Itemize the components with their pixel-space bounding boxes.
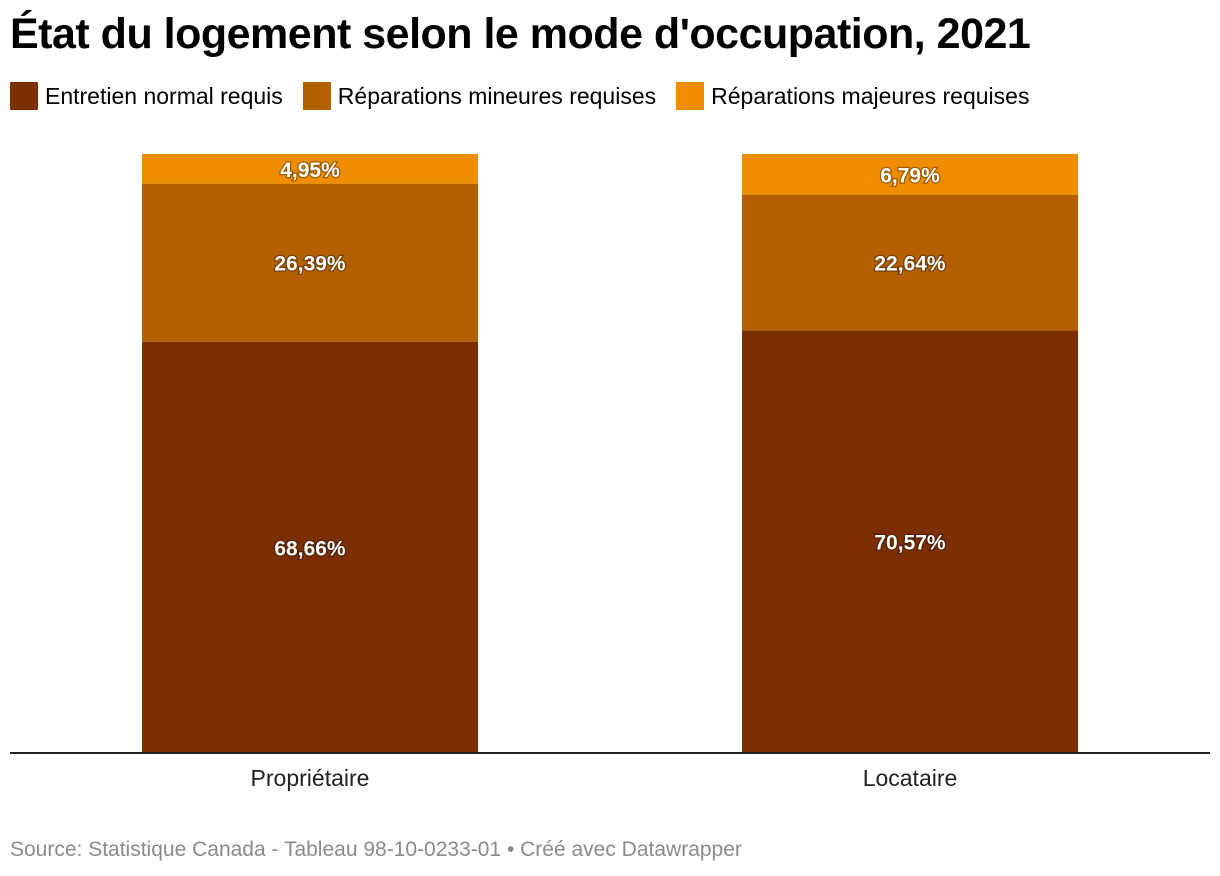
data-label-2-3: 6,79%: [880, 164, 940, 187]
legend-item-reparations-mineures: Réparations mineures requises: [302, 82, 657, 110]
bar-segment-2-1: [742, 330, 1078, 753]
source-note: Source: Statistique Canada - Tableau 98-…: [10, 838, 742, 861]
bar-segment-2-3: [742, 154, 1078, 195]
chart-title: État du logement selon le mode d'occupat…: [10, 10, 1031, 58]
x-tick-label-1: Propriétaire: [251, 765, 370, 791]
bar-segment-1-3: [142, 154, 478, 184]
data-label-1-3: 4,95%: [280, 159, 340, 182]
data-label-1-1: 68,66%: [274, 537, 346, 560]
legend-swatch-entretien-normal: [10, 82, 38, 110]
bar-segment-2-2: [742, 194, 1078, 331]
legend-swatch-reparations-mineures: [302, 82, 331, 110]
legend-label-reparations-majeures: Réparations majeures requises: [711, 82, 1030, 109]
legend-item-entretien-normal: Entretien normal requis: [10, 82, 283, 110]
bar-segment-1-2: [142, 183, 478, 342]
chart-legend: Entretien normal requis Réparations mine…: [10, 82, 1049, 110]
x-tick-label-2: Locataire: [863, 765, 958, 791]
data-label-2-1: 70,57%: [874, 532, 946, 555]
legend-item-reparations-majeures: Réparations majeures requises: [676, 82, 1029, 110]
data-label-2-2: 22,64%: [874, 252, 946, 275]
legend-label-reparations-mineures: Réparations mineures requises: [337, 82, 657, 109]
data-label-1-2: 26,39%: [274, 253, 346, 276]
bar-segment-1-1: [142, 341, 478, 753]
legend-swatch-reparations-majeures: [676, 82, 705, 110]
legend-label-entretien-normal: Entretien normal requis: [45, 82, 283, 109]
